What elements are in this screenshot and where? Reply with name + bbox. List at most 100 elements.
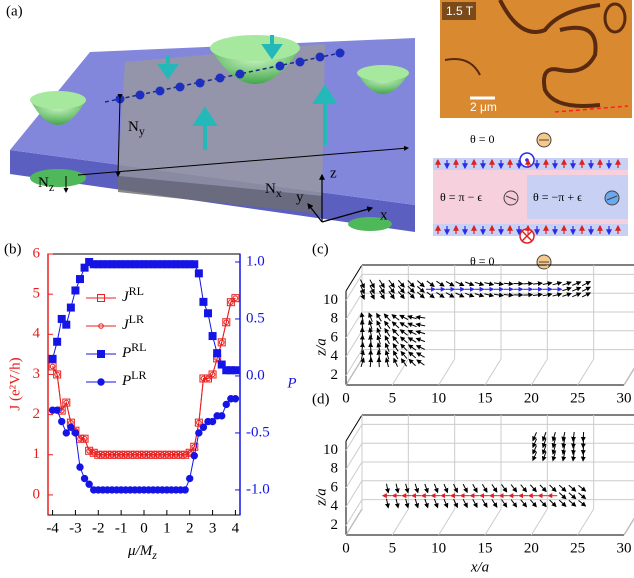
axis-label: y	[296, 189, 304, 205]
spin-arrow	[417, 291, 425, 299]
spin-arrow	[399, 314, 409, 321]
data-point	[190, 260, 199, 269]
data-point	[196, 419, 202, 426]
spin-arrow	[433, 498, 439, 509]
x-tick-label: 20	[524, 540, 539, 556]
spin-arrow	[359, 342, 365, 353]
spin-arrow	[407, 291, 415, 299]
x-tick-label: 0	[342, 390, 350, 406]
spin-arrow	[455, 292, 465, 298]
x-tick-label: 15	[478, 390, 493, 406]
legend-name: P	[121, 373, 131, 389]
spin-arrow	[385, 483, 390, 494]
data-point	[98, 323, 104, 329]
spin-arrow	[383, 313, 391, 322]
y-tick-label: 2	[33, 406, 41, 422]
grid-line	[345, 274, 363, 301]
grid-line	[623, 367, 634, 386]
y-axis-label: J (e²V/h)	[7, 357, 23, 410]
z-tick-label: 10	[323, 292, 338, 308]
z-axis-label: z/a	[313, 338, 329, 357]
data-point	[190, 442, 199, 451]
z-tick-label: 8	[331, 461, 339, 477]
data-point	[190, 452, 198, 460]
spin-arrow	[407, 344, 417, 351]
data-point	[57, 314, 66, 323]
spin-arrow	[391, 314, 400, 321]
legend-label: PRL	[121, 340, 147, 362]
spin-arrow	[464, 281, 475, 287]
spin-arrow	[417, 280, 425, 288]
panel-label: (d)	[312, 391, 330, 407]
spin-arrow	[376, 342, 382, 353]
data-point	[222, 318, 231, 327]
spin-arrow	[359, 319, 365, 330]
spin-arrow	[501, 499, 508, 508]
grid-line	[345, 330, 363, 358]
spin-arrow	[562, 281, 572, 286]
x-tick-label: -3	[69, 520, 82, 536]
spin-arrow	[392, 342, 399, 352]
spin-arrow	[376, 320, 382, 330]
spin-arrow	[394, 483, 400, 494]
data-point	[208, 370, 217, 379]
x-tick-label: -1	[115, 520, 128, 536]
grid-line	[484, 358, 502, 386]
spin-arrow	[404, 498, 410, 509]
spin-arrow	[415, 314, 426, 320]
data-point	[81, 435, 88, 442]
x-tick-label: -2	[92, 520, 105, 536]
spin-arrow	[503, 281, 514, 287]
data-point	[182, 451, 188, 458]
spin-arrow	[445, 281, 455, 287]
spin-arrow	[397, 285, 405, 294]
spin-arrow	[384, 320, 391, 329]
y2-tick-label: -1.0	[246, 481, 270, 497]
spin-arrow	[399, 322, 409, 328]
theta-label: θ = π − ϵ	[440, 190, 482, 204]
spin-arrow	[368, 357, 374, 368]
spin-arrow	[562, 286, 572, 292]
spin-arrow	[578, 499, 587, 507]
x-tick-label: -4	[46, 520, 59, 536]
data-point	[204, 309, 212, 318]
spin-arrow	[520, 499, 528, 508]
grid-line	[345, 480, 363, 508]
spin-arrow	[542, 281, 553, 287]
spin-arrow	[532, 281, 543, 287]
spin-arrow	[503, 292, 514, 298]
data-point	[232, 295, 239, 301]
grid-line	[345, 442, 363, 470]
spin-arrow	[445, 292, 455, 298]
spin-arrow	[462, 483, 468, 494]
spin-arrow	[388, 279, 395, 289]
spin-arrow	[415, 337, 426, 343]
data-point	[97, 350, 105, 358]
x-tick-label: 25	[570, 390, 585, 406]
spin-arrow	[443, 483, 449, 494]
spin-arrow	[426, 291, 435, 299]
z-tick-label: 4	[331, 498, 339, 514]
spin-arrow	[359, 349, 365, 360]
spin-arrow	[404, 483, 410, 494]
spin-arrow	[384, 327, 391, 337]
legend-sup: RL	[129, 284, 144, 298]
spin-arrow	[368, 327, 374, 338]
spin-arrow	[494, 292, 504, 298]
data-point	[58, 417, 66, 426]
x-tick-label: 5	[389, 390, 397, 406]
spin-arrow	[416, 359, 425, 366]
legend-name: P	[121, 345, 131, 361]
data-point	[86, 447, 92, 454]
z-tick-label: 4	[331, 348, 339, 364]
spin-arrow	[581, 281, 592, 287]
z-tick-label: 6	[331, 329, 339, 345]
grid-line	[345, 358, 363, 386]
spin-arrow	[571, 431, 577, 442]
spin-arrow	[385, 498, 390, 509]
x-tick-label: 10	[431, 390, 446, 406]
data-point	[80, 474, 89, 483]
data-point	[53, 406, 61, 414]
domain-diagram	[433, 132, 628, 270]
spin-arrow	[376, 349, 382, 360]
